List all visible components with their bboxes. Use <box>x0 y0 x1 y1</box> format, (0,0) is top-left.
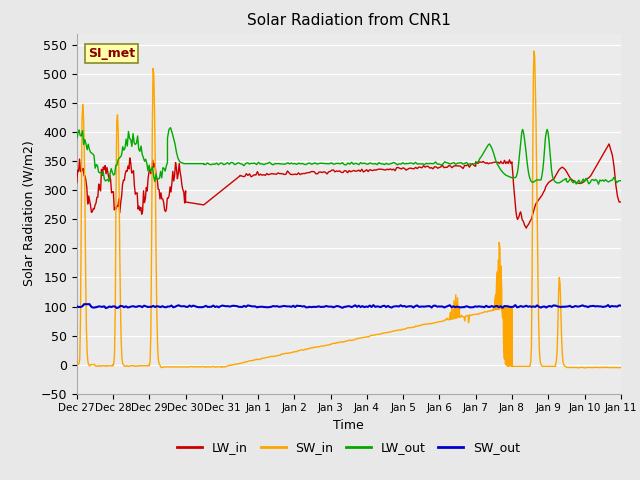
Text: SI_met: SI_met <box>88 47 135 60</box>
Y-axis label: Solar Radiation (W/m2): Solar Radiation (W/m2) <box>22 141 35 287</box>
Title: Solar Radiation from CNR1: Solar Radiation from CNR1 <box>247 13 451 28</box>
Legend: LW_in, SW_in, LW_out, SW_out: LW_in, SW_in, LW_out, SW_out <box>172 436 525 459</box>
X-axis label: Time: Time <box>333 419 364 432</box>
